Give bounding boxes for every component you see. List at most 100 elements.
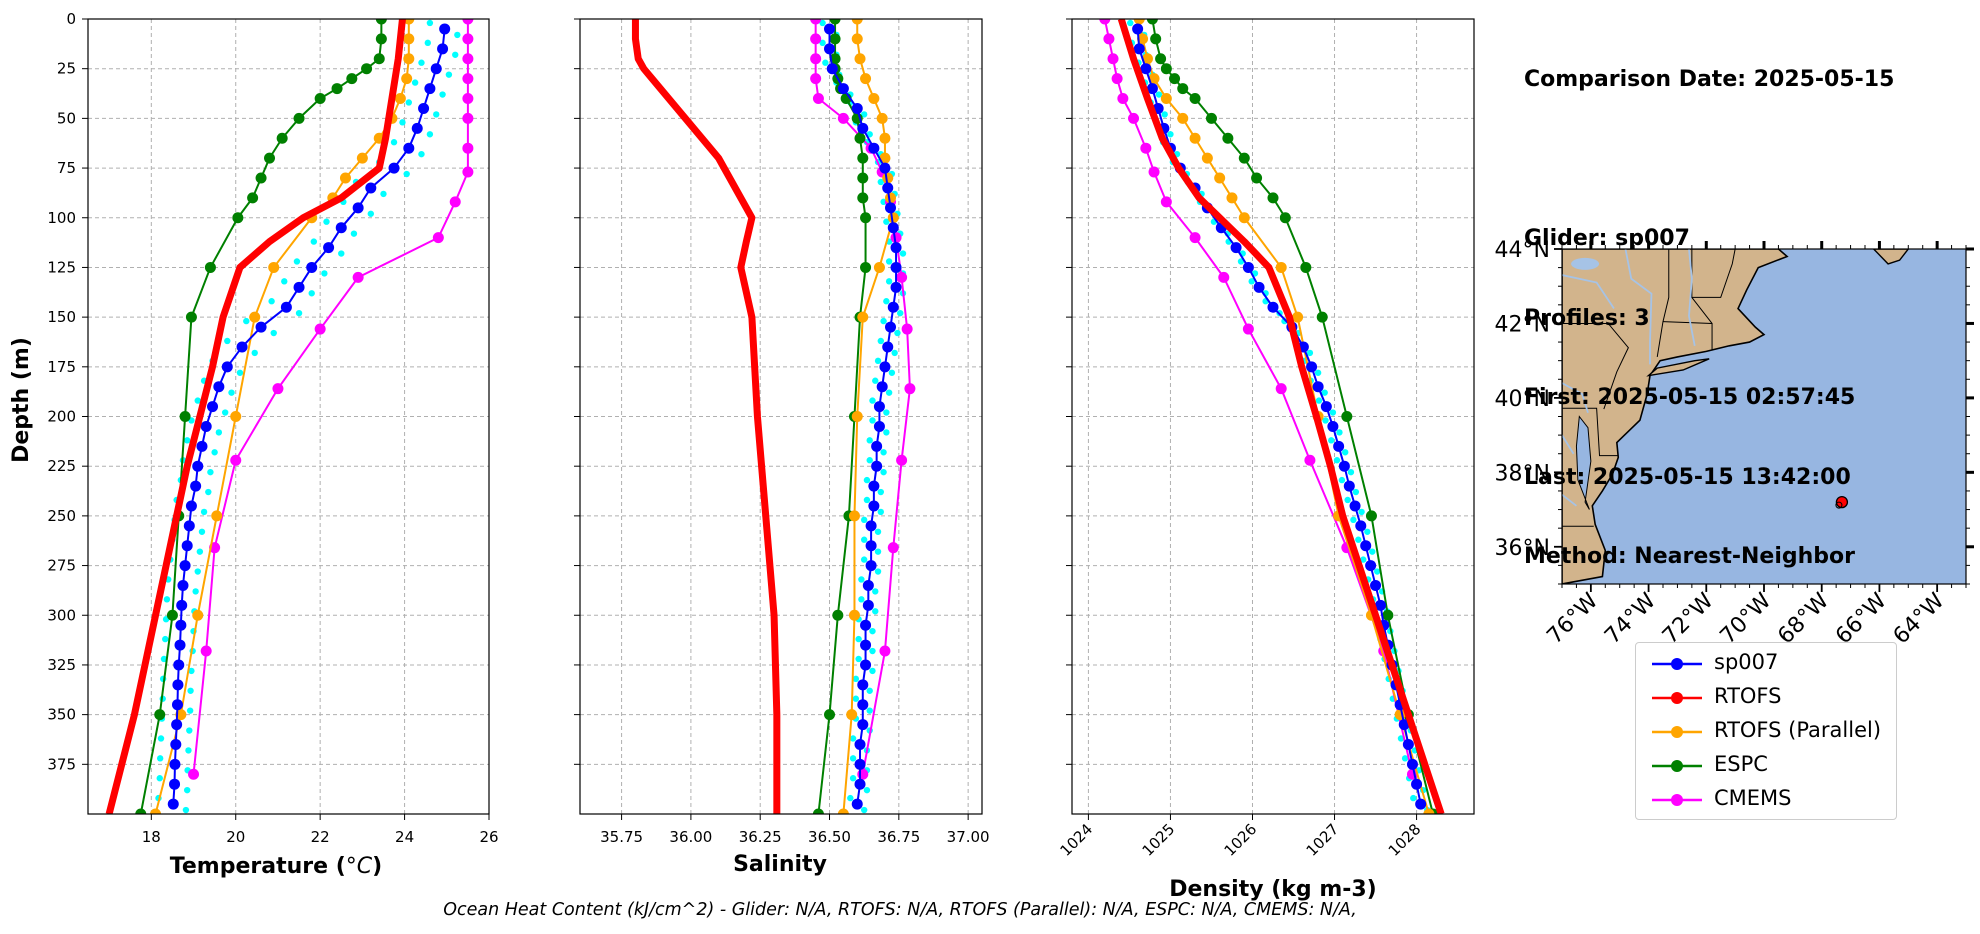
legend-swatch <box>1652 760 1702 772</box>
data-point <box>1275 383 1287 395</box>
data-point <box>846 709 858 721</box>
scatter-point <box>1360 556 1367 563</box>
scatter-point <box>350 230 358 237</box>
series-cmems <box>1099 19 1418 780</box>
data-point <box>854 778 866 790</box>
data-point <box>860 73 872 85</box>
data-point <box>247 192 259 204</box>
data-point <box>868 480 880 492</box>
data-point <box>1155 53 1167 65</box>
data-point <box>1141 53 1153 65</box>
lat-tick-label: 38°N <box>1495 461 1550 486</box>
data-point <box>1292 311 1304 323</box>
data-point <box>306 261 318 273</box>
scatter-point <box>1341 449 1349 456</box>
scatter-point <box>1167 131 1174 138</box>
data-point <box>879 132 891 144</box>
data-point <box>462 73 474 85</box>
scatter-point <box>883 298 890 305</box>
scatter-point <box>1350 516 1357 524</box>
river <box>1562 274 1615 310</box>
data-point <box>901 323 913 335</box>
scatter-point <box>860 536 868 543</box>
scatter-point <box>188 667 195 675</box>
scatter-point <box>452 51 459 58</box>
scatter-point <box>270 329 277 337</box>
scatter-point <box>874 568 882 575</box>
data-point <box>236 341 248 353</box>
y-tick-label: 50 <box>57 109 76 127</box>
scatter-point <box>1373 568 1381 575</box>
scatter-point <box>855 635 862 643</box>
scatter-point <box>866 437 873 444</box>
data-point <box>1205 112 1217 124</box>
data-point <box>154 709 166 721</box>
legend-label: sp007 <box>1714 650 1779 674</box>
series-espc <box>1146 19 1439 814</box>
scatter-point <box>160 655 168 663</box>
data-point <box>873 420 885 432</box>
scatter-point <box>891 349 898 357</box>
scatter-point <box>293 258 301 265</box>
data-point <box>885 202 897 214</box>
scatter-point <box>1329 409 1337 416</box>
axes-frame <box>1071 18 1475 815</box>
data-point <box>462 53 474 65</box>
data-point <box>857 122 869 134</box>
data-point <box>871 440 883 452</box>
legend-label: RTOFS <box>1714 684 1782 708</box>
data-point <box>255 321 267 333</box>
scatter-point <box>866 687 873 694</box>
data-point <box>179 560 191 572</box>
data-point <box>293 281 305 293</box>
scatter-point <box>418 59 425 66</box>
legend-label: CMEMS <box>1714 786 1792 810</box>
data-point <box>1382 609 1394 621</box>
data-point <box>824 709 836 721</box>
data-point <box>1177 83 1189 95</box>
data-point <box>857 679 869 691</box>
data-point <box>1312 381 1324 393</box>
scatter-point <box>819 19 826 27</box>
data-point <box>879 152 891 164</box>
data-point <box>462 19 474 25</box>
scatter-point <box>849 735 857 742</box>
data-point <box>876 381 888 393</box>
y-tick-label: 175 <box>47 358 76 376</box>
data-point <box>829 53 841 65</box>
x-tick-label: 20 <box>226 828 245 846</box>
data-point <box>862 579 874 591</box>
data-point <box>293 112 305 124</box>
data-point <box>462 93 474 104</box>
scatter-point <box>858 596 865 603</box>
data-point <box>200 420 212 432</box>
data-point <box>462 33 474 45</box>
scatter-point <box>367 210 375 217</box>
scatter-point <box>308 290 315 297</box>
data-point <box>166 609 178 621</box>
data-point <box>1343 480 1355 492</box>
scatter-point <box>1306 349 1314 357</box>
scatter-point <box>1352 488 1360 496</box>
data-point <box>179 411 191 422</box>
grid <box>88 18 490 814</box>
data-point <box>871 460 883 472</box>
data-point <box>1160 63 1172 75</box>
data-point <box>851 19 863 25</box>
data-point <box>1189 93 1201 104</box>
comparison-date: Comparison Date: 2025-05-15 <box>1524 67 1895 92</box>
data-point <box>173 659 185 671</box>
scatter-point <box>236 369 244 376</box>
axes-frame <box>579 18 983 815</box>
data-point <box>1117 93 1129 104</box>
data-point <box>1132 23 1144 35</box>
scatter-point <box>194 568 201 575</box>
data-point <box>887 222 899 234</box>
scatter-point <box>883 409 890 416</box>
x-tick-label: 1028 <box>1385 820 1425 860</box>
y-tick-label: 75 <box>57 159 76 177</box>
data-point <box>837 112 849 124</box>
data-point <box>837 808 849 814</box>
legend-item-rtofs: RTOFS <box>1642 681 1892 715</box>
x-tick-label: 37.00 <box>947 828 990 846</box>
